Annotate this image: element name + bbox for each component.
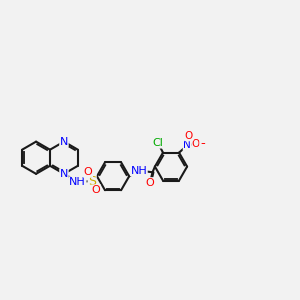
Text: N: N — [60, 169, 68, 179]
Text: NH: NH — [130, 166, 147, 176]
Text: -: - — [200, 137, 205, 150]
Text: O: O — [146, 178, 154, 188]
Text: O: O — [184, 131, 193, 141]
Text: S: S — [88, 175, 96, 188]
Text: O: O — [192, 139, 200, 149]
Text: O: O — [84, 167, 92, 177]
Text: N: N — [60, 136, 68, 147]
Text: NH: NH — [69, 177, 86, 187]
Text: N: N — [183, 140, 191, 150]
Text: O: O — [92, 185, 100, 195]
Text: Cl: Cl — [153, 138, 164, 148]
